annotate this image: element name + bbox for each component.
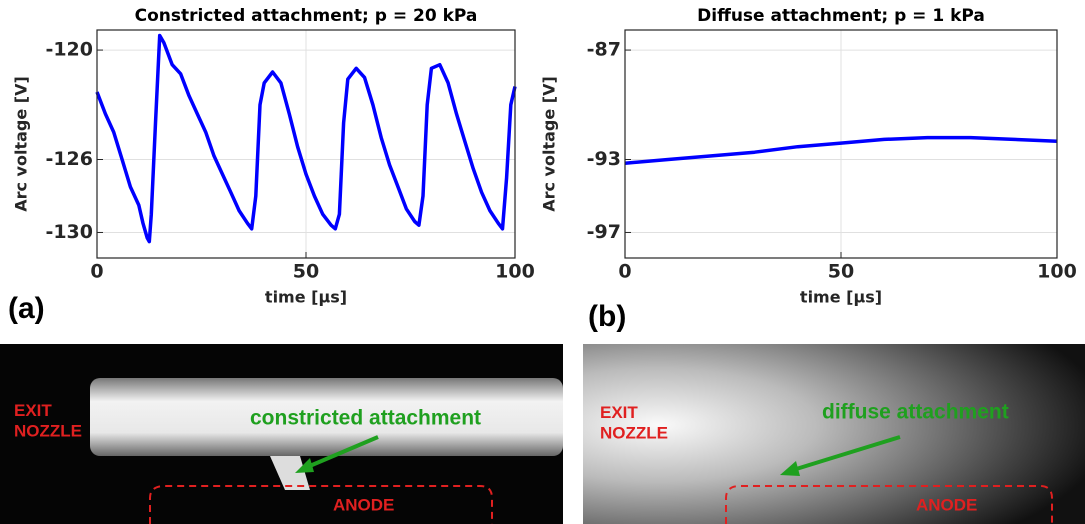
y-tick-label: -120 [45,39,93,61]
plot-frame [96,29,516,259]
x-axis-label: time [μs] [800,288,882,307]
data-line [95,33,517,244]
arc-column [90,378,563,456]
y-axis-label: Arc voltage [V] [540,76,559,212]
photo-label: EXIT NOZZLE [14,401,82,440]
panel-label: (b) [588,300,626,333]
chart-title: Diffuse attachment; p = 1 kPa [697,6,985,26]
x-tick-label: 0 [618,261,631,283]
plot-frame [624,29,1058,259]
photo-label: ANODE [333,495,394,514]
y-tick-label: -97 [587,221,621,243]
arrow [304,435,379,470]
attachment-spot [270,456,310,490]
photo-label: constricted attachment [250,407,481,430]
photo-b [583,344,1085,524]
anode-outline [725,485,1053,524]
x-tick-label: 100 [1037,261,1077,283]
x-tick-label: 0 [90,261,103,283]
photo-label: EXIT NOZZLE [600,403,668,442]
arrow-head [295,458,314,473]
arrow [792,435,901,472]
x-tick-label: 100 [495,261,535,283]
photo-label: diffuse attachment [822,401,1009,424]
x-tick-label: 50 [828,261,854,283]
chart-title: Constricted attachment; p = 20 kPa [135,6,478,26]
panel-label: (a) [8,292,45,325]
y-tick-label: -126 [45,148,93,170]
anode-outline [149,485,493,524]
y-tick-label: -130 [45,221,93,243]
photo-label: ANODE [916,495,977,514]
x-axis-label: time [μs] [265,288,347,307]
y-axis-label: Arc voltage [V] [12,76,31,212]
y-tick-label: -87 [587,39,621,61]
arrow-head [780,461,800,476]
y-tick-label: -93 [587,148,621,170]
data-line [624,135,1058,165]
x-tick-label: 50 [293,261,319,283]
